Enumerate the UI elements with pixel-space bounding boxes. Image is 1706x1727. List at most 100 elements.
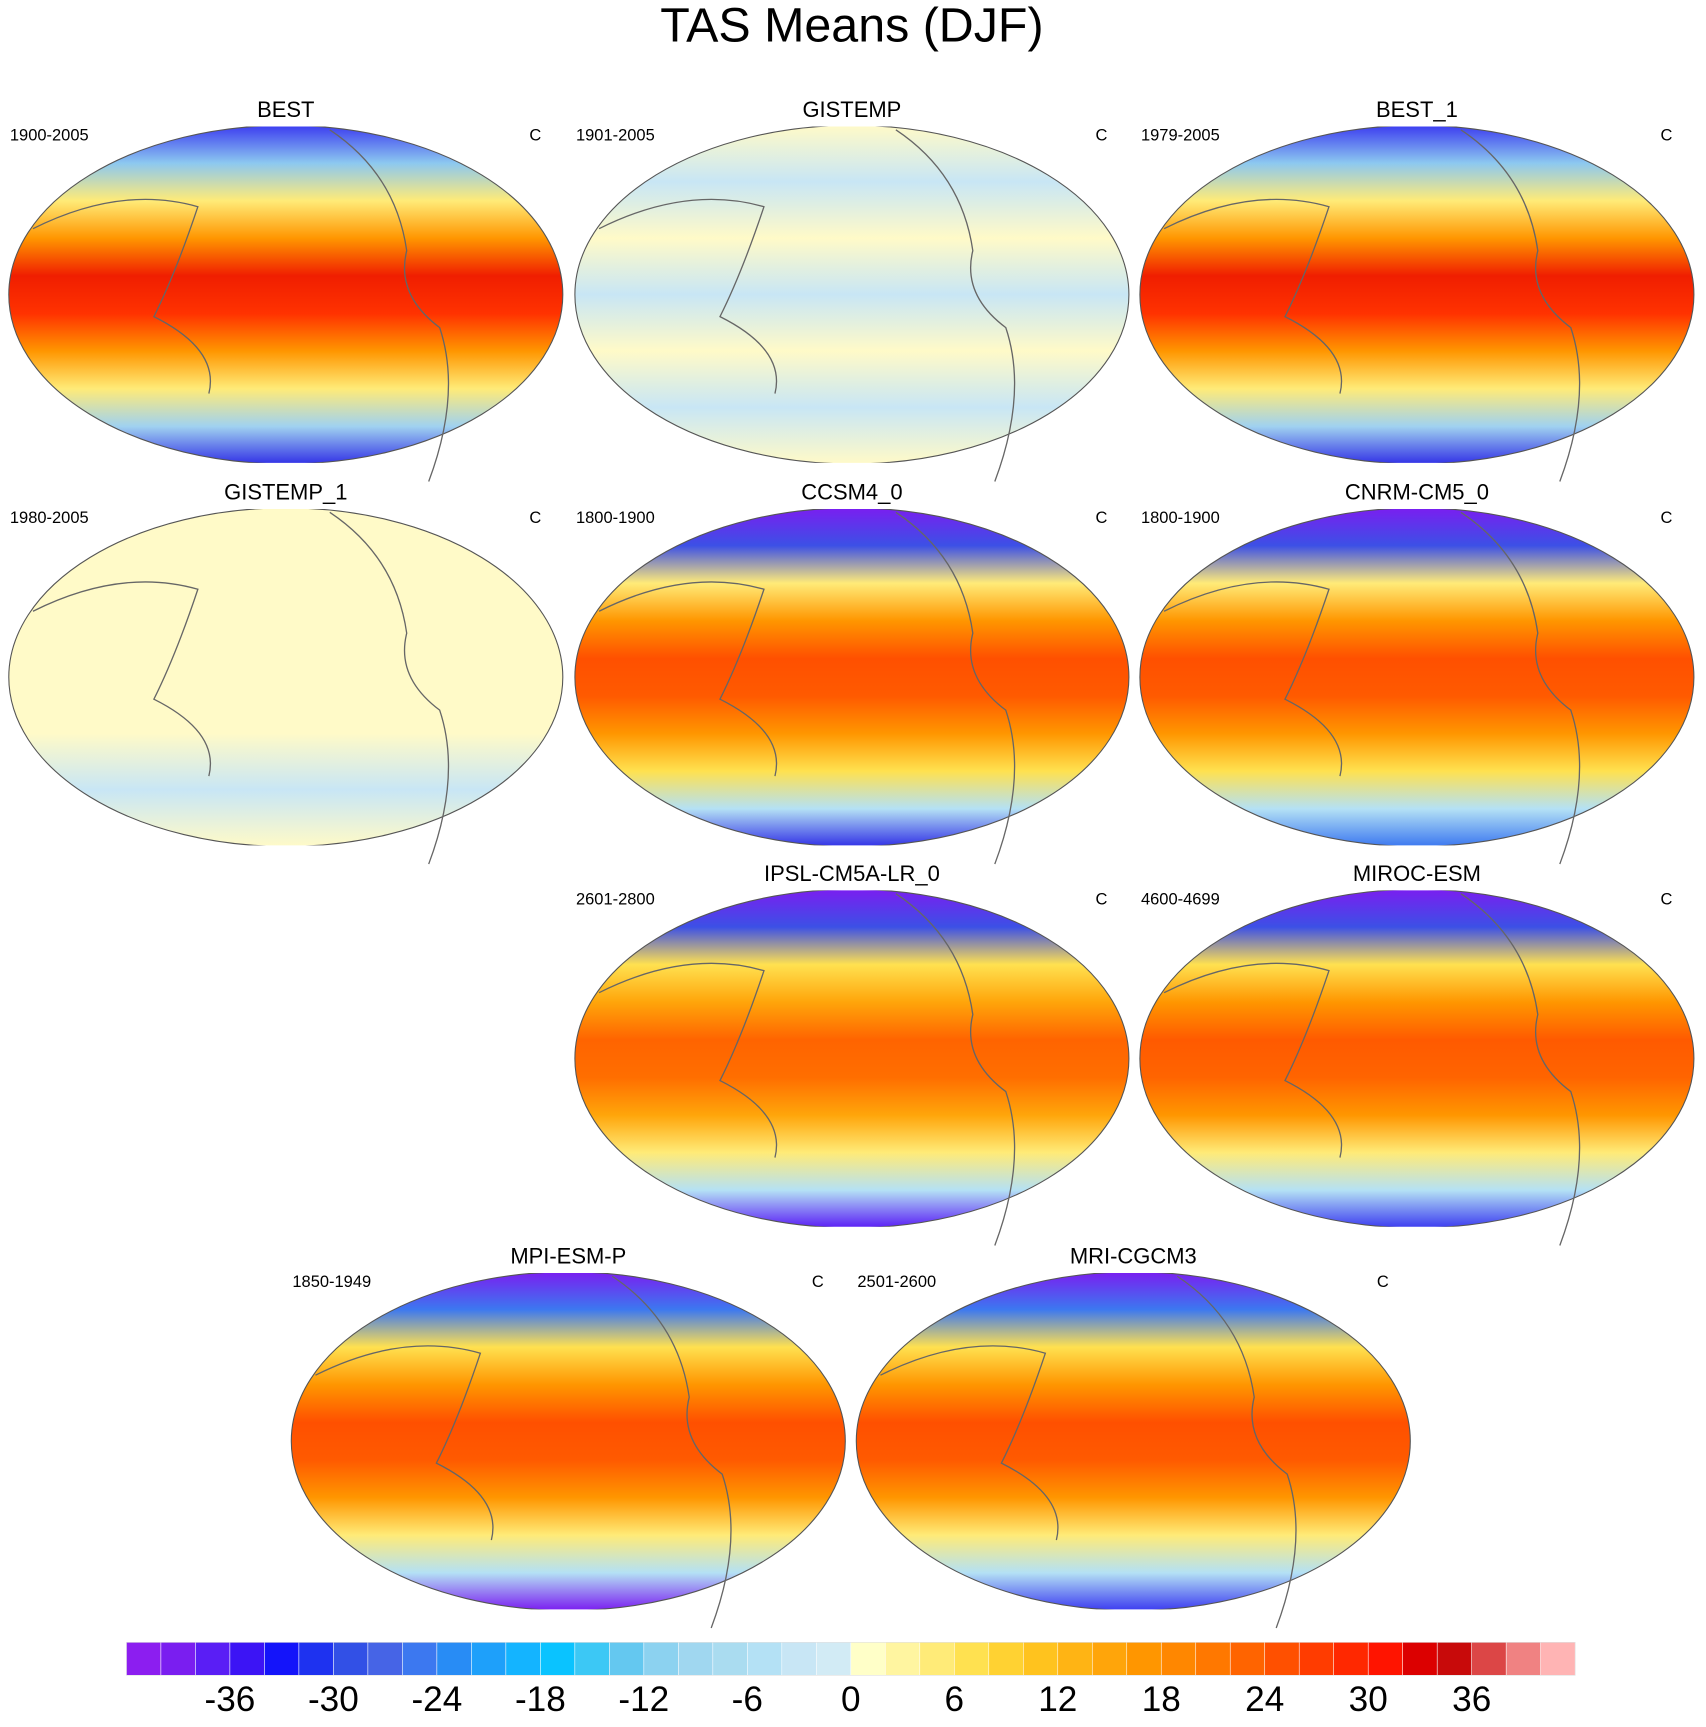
figure-title: TAS Means (DJF) <box>660 0 1043 52</box>
map <box>1139 126 1695 463</box>
colorbar-box <box>712 1642 748 1676</box>
panel-period: 1900-2005 <box>10 127 89 145</box>
colorbar-box <box>1160 1642 1197 1676</box>
colorbar-box <box>1229 1642 1266 1676</box>
colorbar-tick-label: 6 <box>945 1680 965 1719</box>
coastline <box>598 581 778 777</box>
panel-title: GISTEMP <box>802 97 901 122</box>
map <box>8 508 564 846</box>
panel-units: C <box>1095 127 1107 145</box>
colorbar-box <box>678 1642 714 1676</box>
map <box>574 508 1130 846</box>
panel-units: C <box>1660 127 1672 145</box>
panel-title: IPSL-CM5A-LR_0 <box>764 861 940 886</box>
colorbar-box <box>1023 1642 1059 1676</box>
colorbar-box <box>1505 1642 1541 1676</box>
panel-units: C <box>1377 1273 1389 1291</box>
colorbar-box <box>160 1642 196 1676</box>
colorbar-box <box>1298 1642 1335 1676</box>
panel-units: C <box>1660 891 1672 909</box>
colorbar-box <box>540 1642 576 1676</box>
coastline <box>895 893 1016 1246</box>
map <box>574 890 1130 1227</box>
colorbar-box <box>1195 1642 1231 1676</box>
colorbar-box <box>333 1642 369 1676</box>
colorbar-tick-label: -12 <box>618 1680 669 1719</box>
coastline <box>1460 893 1581 1246</box>
colorbar-tick-label: 12 <box>1038 1680 1077 1719</box>
colorbar-box <box>505 1642 541 1676</box>
colorbar-box <box>1540 1642 1576 1676</box>
panel-units: C <box>1095 509 1107 527</box>
panel-period: 1901-2005 <box>576 127 655 145</box>
panel-title: BEST <box>257 97 314 122</box>
map <box>8 126 564 463</box>
panel-period: 1979-2005 <box>1141 127 1220 145</box>
colorbar-box <box>954 1642 990 1676</box>
panel-title: GISTEMP_1 <box>224 479 347 504</box>
colorbar-box <box>1333 1642 1369 1676</box>
map <box>1139 890 1695 1227</box>
coastline <box>880 1345 1059 1541</box>
colorbar-box <box>1057 1642 1093 1676</box>
panel-title: CCSM4_0 <box>801 479 902 504</box>
panel-units: C <box>1660 509 1672 527</box>
panel-period: 2501-2600 <box>857 1273 936 1291</box>
colorbar-tick-label: 18 <box>1142 1680 1181 1719</box>
colorbar-frame <box>126 1642 1576 1676</box>
colorbar-tick-label: 24 <box>1245 1680 1284 1719</box>
colorbar-box <box>643 1642 679 1676</box>
colorbar-box <box>367 1642 403 1676</box>
colorbar-box <box>919 1642 955 1676</box>
colorbar-box <box>747 1642 783 1676</box>
colorbar-box <box>1471 1642 1507 1676</box>
coastline <box>1163 581 1343 777</box>
coastline <box>611 1275 732 1629</box>
coastline <box>1460 129 1581 482</box>
map <box>855 1272 1411 1610</box>
panel-period: 1800-1900 <box>1141 509 1220 527</box>
colorbar-tick-label: -36 <box>204 1680 255 1719</box>
colorbar-box <box>264 1642 300 1676</box>
panel-title: BEST_1 <box>1376 97 1458 122</box>
colorbar-box <box>609 1642 645 1676</box>
colorbar-box <box>988 1642 1024 1676</box>
colorbar-box <box>195 1642 231 1676</box>
colorbar-box <box>1126 1642 1162 1676</box>
map <box>574 126 1130 463</box>
coastline <box>1460 511 1581 865</box>
coastline <box>1163 198 1343 394</box>
coastline <box>598 962 778 1158</box>
panel-period: 1980-2005 <box>10 509 89 527</box>
colorbar-box <box>298 1642 334 1676</box>
coastline <box>329 511 450 865</box>
coastline <box>32 198 211 394</box>
colorbar-tick-label: 0 <box>841 1680 861 1719</box>
coastline <box>32 581 211 777</box>
colorbar-tick-label: -18 <box>515 1680 566 1719</box>
colorbar-box <box>402 1642 438 1676</box>
panel-units: C <box>1095 891 1107 909</box>
panel-title: CNRM-CM5_0 <box>1345 479 1489 504</box>
colorbar-box <box>781 1642 817 1676</box>
panel-title: MPI-ESM-P <box>510 1243 626 1268</box>
panel-period: 4600-4699 <box>1141 891 1220 909</box>
colorbar-box <box>471 1642 507 1676</box>
colorbar-box <box>1402 1642 1438 1676</box>
colorbar-box <box>126 1642 162 1676</box>
colorbar-box <box>1264 1642 1300 1676</box>
panel-period: 1800-1900 <box>576 509 655 527</box>
colorbar-box <box>850 1642 886 1676</box>
panel-units: C <box>529 127 541 145</box>
panel-units: C <box>529 509 541 527</box>
colorbar-box <box>1367 1642 1403 1676</box>
colorbar-box <box>229 1642 265 1676</box>
coastline <box>329 129 450 482</box>
panel-title: MIROC-ESM <box>1353 861 1481 886</box>
panel-period: 2601-2800 <box>576 891 655 909</box>
coastline <box>895 129 1016 482</box>
colorbar-box <box>816 1642 852 1676</box>
colorbar-tick-label: -6 <box>732 1680 763 1719</box>
